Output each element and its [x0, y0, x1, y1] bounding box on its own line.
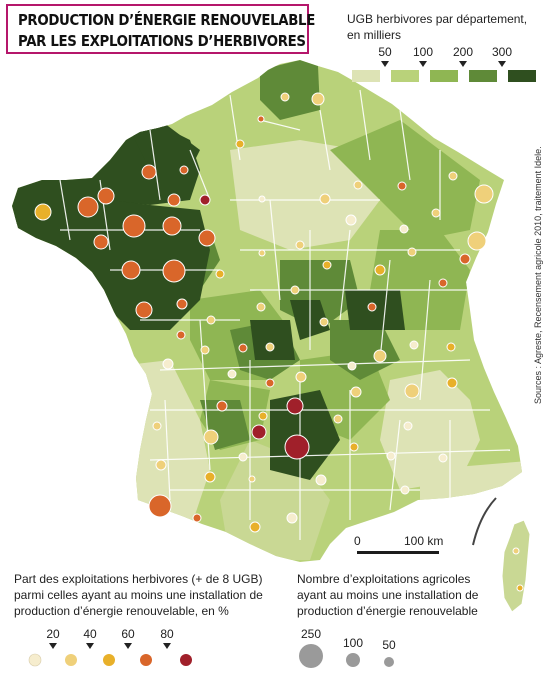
exploitation-dots	[34, 92, 524, 592]
share-legend-tick-marks	[49, 643, 171, 649]
ugb-tick-200: 200	[452, 45, 474, 59]
share-tick-80: 80	[160, 627, 174, 641]
share-tick-20: 20	[46, 627, 60, 641]
title-line-2: PAR LES EXPLOITATIONS D’HERBIVORES	[18, 32, 306, 50]
source-note: Sources : Agreste, Recensement agricole …	[533, 146, 543, 404]
share-legend-line-3: production d’énergie renouvelable, en %	[14, 604, 229, 618]
share-tick-60: 60	[121, 627, 135, 641]
scale-bar	[357, 551, 439, 554]
share-class-2-swatch	[65, 654, 77, 666]
share-class-1-swatch	[28, 653, 42, 667]
ugb-tick-marker-100	[419, 61, 427, 67]
ugb-tick-100: 100	[412, 45, 434, 59]
share-class-3-swatch	[103, 654, 115, 666]
scale-start-label: 0	[354, 534, 361, 548]
share-legend-dots	[28, 653, 192, 667]
title-box: PRODUCTION D’ÉNERGIE RENOUVELABLE PAR LE…	[6, 4, 315, 54]
count-100-circle	[346, 653, 360, 667]
ugb-tick-marker-50	[381, 61, 389, 67]
count-legend-circles	[299, 644, 394, 668]
scale-end-label: 100 km	[404, 534, 444, 548]
ugb-legend-title-line-1: UGB herbivores par département,	[347, 12, 528, 26]
department-choropleth	[12, 60, 522, 560]
share-legend-line-1: Part des exploitations herbivores (+ de …	[14, 572, 263, 586]
count-legend-title: Nombre d’exploitations agricoles ayant a…	[297, 571, 478, 619]
count-label-50: 50	[382, 638, 396, 652]
ugb-tick-marker-300	[498, 61, 506, 67]
count-legend-line-1: Nombre d’exploitations agricoles	[297, 572, 471, 586]
title-line-1: PRODUCTION D’ÉNERGIE RENOUVELABLE	[18, 11, 315, 29]
share-tick-40: 40	[83, 627, 97, 641]
ugb-tick-50: 50	[378, 45, 392, 59]
ugb-tick-300: 300	[491, 45, 513, 59]
ugb-class-2-swatch	[391, 70, 419, 82]
share-class-4-swatch	[140, 654, 152, 666]
count-legend-line-3: production d’énergie renouvelable	[297, 604, 478, 618]
count-label-250: 250	[300, 627, 322, 641]
inset-separator	[472, 497, 497, 546]
ugb-class-3-swatch	[430, 70, 458, 82]
share-class-5-swatch	[180, 654, 192, 666]
count-50-circle	[384, 657, 394, 667]
ugb-class-1-swatch	[352, 70, 380, 82]
share-legend-title: Part des exploitations herbivores (+ de …	[14, 571, 263, 619]
count-250-circle	[299, 644, 323, 668]
share-legend-line-2: parmi celles ayant au moins une installa…	[14, 588, 263, 602]
corsica	[501, 519, 531, 613]
ugb-legend-title-line-2: en milliers	[347, 28, 402, 42]
ugb-tick-marker-200	[459, 61, 467, 67]
count-legend-line-2: ayant au moins une installation de	[297, 588, 479, 602]
count-label-100: 100	[342, 636, 364, 650]
ugb-legend-title: UGB herbivores par département, en milli…	[347, 11, 527, 43]
ugb-class-4-swatch	[469, 70, 497, 82]
ugb-class-5-swatch	[508, 70, 536, 82]
